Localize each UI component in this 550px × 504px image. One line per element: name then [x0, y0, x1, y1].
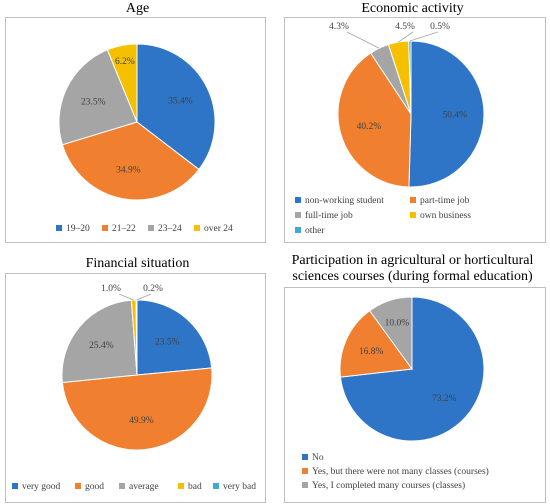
financial-slice-label-2: 25.4%	[89, 341, 114, 351]
age-slice-0	[136, 43, 216, 171]
participation-legend-item-yes-many: Yes, I completed many courses (classes)	[302, 480, 465, 492]
age-slice-2	[58, 49, 138, 146]
participation-legend-label: Yes, I completed many courses (classes)	[312, 481, 466, 491]
financial-slice-1	[61, 367, 213, 451]
participation-slice-2	[368, 296, 413, 371]
participation-title-line-2: sciences courses (during formal educatio…	[292, 269, 533, 284]
participation-panel: Participation in agricultural or horticu…	[275, 252, 550, 504]
participation-legend-swatch	[302, 454, 308, 460]
age-legend-item-19-20: 19–20	[56, 223, 90, 235]
economic-slice-label-0: 50.4%	[443, 111, 468, 121]
age-legend-item-23-24: 23–24	[148, 223, 182, 235]
financial-legend-swatch	[178, 483, 184, 489]
age-panel: Age 35.4% 34.9% 23.5% 6.2% 19–20 21–22 23–2…	[0, 0, 275, 252]
financial-legend-item-bad: bad	[178, 481, 202, 493]
economic-slice-0	[408, 40, 485, 188]
economic-legend-item-other: other	[295, 225, 325, 237]
economic-legend-swatch	[295, 227, 301, 233]
participation-legend-item-no: No	[302, 452, 324, 464]
economic-activity-panel: Economic activity 50.4% 40.2% 4.3% 4.5% 0.5%…	[275, 0, 550, 252]
age-slice-label-2: 23.5%	[81, 97, 106, 107]
financial-slice-label-4: 0.2%	[143, 284, 163, 294]
economic-legend-label: own business	[420, 211, 471, 221]
age-slice-1	[61, 121, 200, 201]
economic-legend-item-full-time-job: full-time job	[295, 210, 353, 222]
financial-legend-label: bad	[188, 482, 202, 492]
age-legend-label: 19–20	[66, 224, 90, 234]
financial-leader-line-3	[118, 293, 134, 301]
age-title: Age	[125, 1, 150, 16]
financial-legend-item-average: average	[119, 481, 159, 493]
participation-slice-label-2: 10.0%	[385, 318, 410, 328]
economic-leader-line-2	[346, 31, 380, 49]
financial-legend-swatch	[213, 483, 219, 489]
economic-legend-label: part-time job	[420, 196, 470, 206]
age-legend-swatch	[148, 225, 154, 231]
financial-legend-item-very-good: very good	[12, 481, 60, 493]
age-legend-swatch	[56, 225, 62, 231]
economic-slice-label-1: 40.2%	[357, 122, 382, 132]
economic-legend-swatch	[410, 212, 416, 218]
financial-legend-label: average	[129, 482, 159, 492]
financial-legend-label: very good	[22, 482, 61, 492]
economic-leader-line-3	[398, 31, 414, 43]
age-legend-item-over-24: over 24	[194, 223, 233, 235]
financial-slice-label-0: 23.5%	[155, 338, 180, 348]
participation-pie-chart: 73.2% 16.8% 10.0%	[339, 296, 485, 442]
financial-legend-swatch	[75, 483, 81, 489]
financial-slice-2	[61, 299, 138, 384]
economic-slice-label-2: 4.3%	[329, 22, 349, 32]
age-slice-3	[106, 43, 138, 123]
age-legend-item-21-22: 21–22	[102, 223, 136, 235]
participation-legend-swatch	[302, 482, 308, 488]
economic-legend-swatch	[295, 212, 301, 218]
participation-legend-label: Yes, but there were not many classes (co…	[312, 467, 489, 477]
age-pie-chart: 35.4% 34.9% 23.5% 6.2%	[58, 43, 216, 201]
financial-legend-swatch	[119, 483, 125, 489]
economic-legend-label: full-time job	[305, 211, 353, 221]
economic-legend-item-non-working-student: non-working student	[295, 195, 384, 207]
economic-slice-label-4: 0.5%	[430, 22, 450, 32]
financial-legend-label: very bad	[223, 482, 256, 492]
economic-slice-label-3: 4.5%	[395, 22, 415, 32]
age-slice-label-0: 35.4%	[168, 97, 193, 107]
age-slice-label-3: 6.2%	[115, 57, 135, 67]
economic-activity-title: Economic activity	[361, 1, 464, 16]
financial-slice-0	[136, 299, 213, 376]
age-legend-swatch	[194, 225, 200, 231]
financial-legend-swatch	[12, 483, 18, 489]
financial-situation-panel: Financial situation 23.5% 49.9% 25.4% 1.0% 0…	[0, 252, 275, 504]
financial-legend-item-good: good	[75, 481, 104, 493]
economic-legend-swatch	[410, 197, 416, 203]
age-legend-label: 23–24	[158, 224, 182, 234]
financial-legend-item-very-bad: very bad	[213, 481, 256, 493]
financial-situation-pie-chart: 23.5% 49.9% 25.4% 1.0% 0.2%	[61, 284, 213, 451]
age-legend-swatch	[102, 225, 108, 231]
economic-legend-item-own-business: own business	[410, 210, 471, 222]
participation-legend-label: No	[312, 453, 324, 463]
economic-activity-pie-chart: 50.4% 40.2% 4.3% 4.5% 0.5%	[329, 22, 485, 188]
participation-slice-label-1: 16.8%	[359, 347, 384, 357]
financial-situation-title: Financial situation	[85, 256, 190, 271]
age-legend-label: over 24	[204, 224, 233, 234]
age-slice-label-1: 34.9%	[116, 166, 141, 176]
economic-legend-item-part-time-job: part-time job	[410, 195, 469, 207]
economic-legend-swatch	[295, 197, 301, 203]
participation-slice-label-0: 73.2%	[432, 394, 457, 404]
financial-slice-label-1: 49.9%	[129, 416, 154, 426]
economic-leader-line-4	[409, 31, 439, 42]
participation-legend-item-yes-not-many: Yes, but there were not many classes (co…	[302, 466, 489, 478]
participation-legend-swatch	[302, 468, 308, 474]
participation-title-line-1: Participation in agricultural or horticu…	[291, 253, 534, 268]
economic-legend-label: other	[305, 226, 325, 236]
economic-legend-label: non-working student	[305, 196, 384, 206]
participation-slice-1	[339, 310, 413, 378]
financial-legend-label: good	[85, 482, 104, 492]
financial-leader-line-4	[136, 293, 152, 301]
age-legend-label: 21–22	[112, 224, 136, 234]
financial-slice-label-3: 1.0%	[101, 284, 121, 294]
